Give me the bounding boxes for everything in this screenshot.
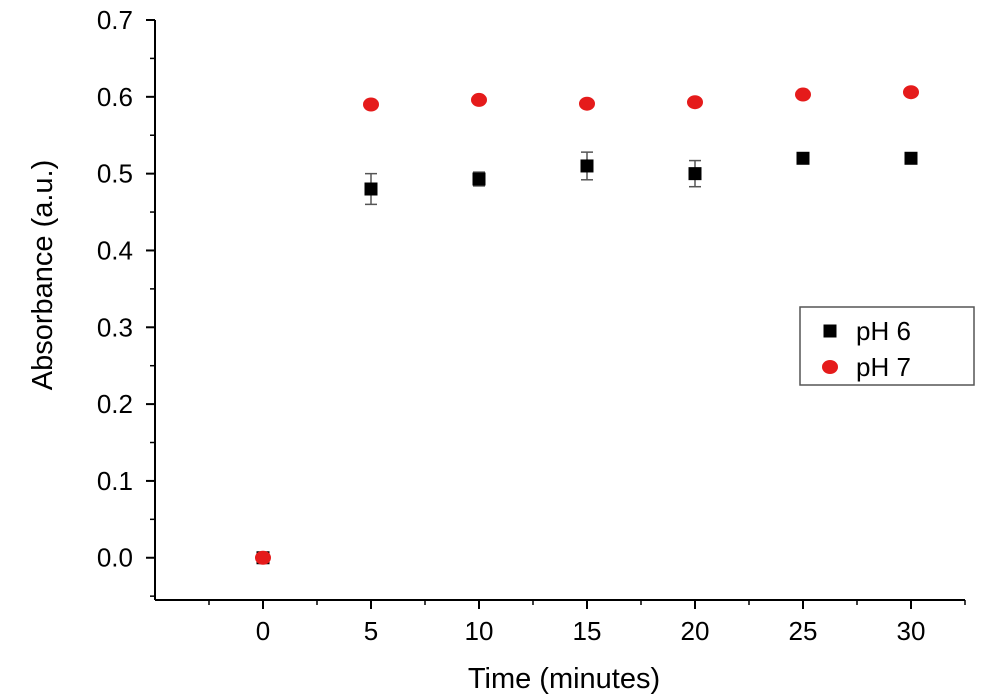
legend-marker-ph-7 [822, 360, 838, 374]
data-point-ph-6 [364, 182, 378, 196]
y-tick-label: 0.1 [97, 466, 133, 496]
x-tick-label: 30 [897, 616, 926, 646]
data-point-ph-7 [579, 96, 595, 111]
legend-marker-ph-6 [823, 324, 837, 338]
y-tick-label: 0.5 [97, 159, 133, 189]
x-tick-label: 20 [681, 616, 710, 646]
x-tick-label: 5 [364, 616, 378, 646]
legend: pH 6 pH 7 [799, 306, 975, 386]
x-tick-label: 10 [465, 616, 494, 646]
data-point-ph-6 [472, 172, 486, 186]
y-axis-title: Absorbance (a.u.) [27, 160, 59, 391]
data-point-ph-7 [363, 97, 379, 112]
y-tick-label: 0.0 [97, 543, 133, 573]
data-point-ph-6 [580, 159, 594, 173]
tick-labels: 0.0 0.1 0.2 0.3 0.4 0.5 0.6 0.7 0 5 10 15 20 25 30 [97, 5, 926, 646]
data-point-ph-7 [903, 85, 919, 100]
x-tick-label: 15 [573, 616, 602, 646]
y-tick-label: 0.6 [97, 82, 133, 112]
data-point-ph-6 [796, 151, 810, 165]
legend-label-ph-7: pH 7 [856, 352, 911, 382]
legend-label-ph-6: pH 6 [856, 316, 911, 346]
y-tick-label: 0.7 [97, 5, 133, 35]
error-bars [365, 89, 917, 206]
data-point-ph-7 [795, 87, 811, 102]
x-tick-label: 0 [256, 616, 270, 646]
x-tick-label: 25 [789, 616, 818, 646]
data-point-ph-6 [904, 151, 918, 165]
axes [146, 19, 966, 609]
data-point-ph-7 [471, 92, 487, 107]
data-point-ph-7 [687, 95, 703, 110]
data-point-ph-7 [255, 550, 271, 565]
x-axis-title: Time (minutes) [468, 663, 660, 695]
y-tick-label: 0.4 [97, 235, 133, 265]
data-point-ph-6 [688, 167, 702, 181]
data-markers [255, 85, 919, 565]
y-tick-label: 0.3 [97, 312, 133, 342]
y-tick-label: 0.2 [97, 389, 133, 419]
